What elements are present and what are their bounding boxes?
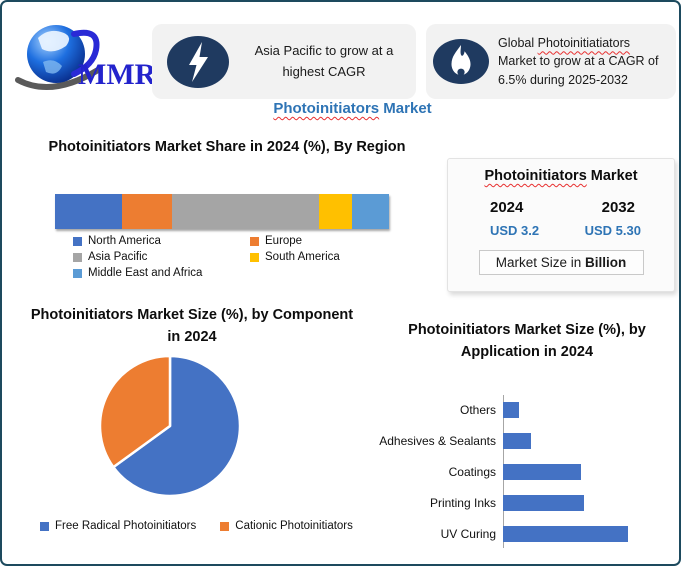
logo-text: MMR [78,58,152,91]
legend-label: Europe [265,235,303,247]
card-title: Photoinitiators Market [448,168,674,184]
application-chart-title: Photoinitiators Market Size (%), by Appl… [408,322,646,360]
caption-prefix: Market Size in [495,255,586,270]
application-bar-row: Adhesives & Sealants [349,425,637,456]
legend-item: Europe [250,235,340,247]
application-bar-row: Others [349,394,637,425]
pie-slice [112,354,242,498]
bar-track [503,494,637,511]
pie-slice [98,354,172,469]
region-stacked-bar [55,194,389,229]
caption-unit: Billion [585,255,627,270]
legend-item: Free Radical Photoinitiators [40,520,196,532]
region-bar-segment [171,194,319,229]
legend-swatch [73,236,82,246]
value-bar [503,494,585,511]
callout-text-underlined: Photoinitiatiators [537,36,631,51]
callout-text-prefix: Global [498,36,538,51]
mmr-logo: MMR [12,20,157,98]
category-label: Others [459,402,496,417]
callout-asia-pacific: Asia Pacific to grow at a highest CAGR [152,24,416,99]
card-values-row: USD 3.2 USD 5.30 [448,223,674,238]
legend-label: Middle East and Africa [88,267,203,279]
legend-swatch [220,521,230,531]
legend-item: Middle East and Africa [73,267,250,279]
globe-logo-graphic: MMR [15,25,157,91]
lightning-icon [166,35,230,89]
year-end: 2032 [601,199,635,216]
legend-item: South America [250,251,340,263]
region-bar-segment [318,194,353,229]
card-years-row: 2024 2032 [448,199,674,216]
bar-track [503,432,637,449]
value-bar [503,432,532,449]
bar-track [503,525,637,542]
year-start: 2024 [490,199,524,216]
bar-track [503,463,637,480]
legend-swatch [250,252,259,262]
category-label: UV Curing [440,526,496,541]
legend-item: Cationic Photoinitiators [220,520,353,532]
legend-label: Cationic Photoinitiators [235,520,353,532]
component-chart-title: Photoinitiators Market Size (%), by Comp… [30,307,354,345]
page-title: Photoinitiators Market [2,100,679,117]
page-title-rest: Market [379,100,432,117]
legend-item: North America [73,235,250,247]
application-bar-row: Printing Inks [349,487,637,518]
legend-swatch [40,521,49,531]
legend-label: North America [88,235,161,247]
market-size-card: Photoinitiators Market 2024 2032 USD 3.2… [447,158,675,292]
callout-text-suffix: Market to grow at a CAGR of 6.5% during … [498,54,659,87]
category-label: Coatings [448,464,496,479]
page-title-underlined: Photoinitiators [273,100,380,117]
category-label: Adhesives & Sealants [379,433,496,448]
component-pie-chart [98,354,242,498]
size-unit-caption: Market Size in Billion [478,250,644,275]
value-bar [503,463,581,480]
card-title-rest: Market [586,168,638,184]
value-start: USD 3.2 [490,223,540,238]
flame-icon [432,38,490,85]
legend-swatch [250,236,259,246]
value-bar [503,525,628,542]
legend-label: Free Radical Photoinitiators [55,520,197,532]
callout-global-cagr: Global Photoinitiatiators Market to grow… [426,24,676,99]
callout-text: Asia Pacific to grow at a highest CAGR [254,42,394,79]
region-bar-segment [121,194,172,229]
region-legend: North America Europe Asia Pacific South Ame… [73,235,340,279]
region-chart-title: Photoinitiators Market Share in 2024 (%)… [48,139,406,155]
value-end: USD 5.30 [584,223,641,238]
application-chart: Others Adhesives & Sealants Coatings Printi… [349,394,637,549]
region-bar-segment [55,194,122,229]
bar-track [503,401,637,418]
value-bar [503,401,519,418]
category-label: Printing Inks [429,495,496,510]
application-bar-row: Coatings [349,456,637,487]
legend-swatch [73,252,82,262]
component-legend: Free Radical Photoinitiators Cationic Pho… [40,520,353,532]
legend-swatch [73,268,82,278]
region-bar-segment [352,194,389,229]
application-bar-row: UV Curing [349,518,637,549]
legend-label: South America [265,251,340,263]
legend-item: Asia Pacific [73,251,250,263]
card-title-underlined: Photoinitiators [484,168,587,184]
legend-label: Asia Pacific [88,251,148,263]
callout-text: Global Photoinitiatiators Market to grow… [498,34,668,88]
